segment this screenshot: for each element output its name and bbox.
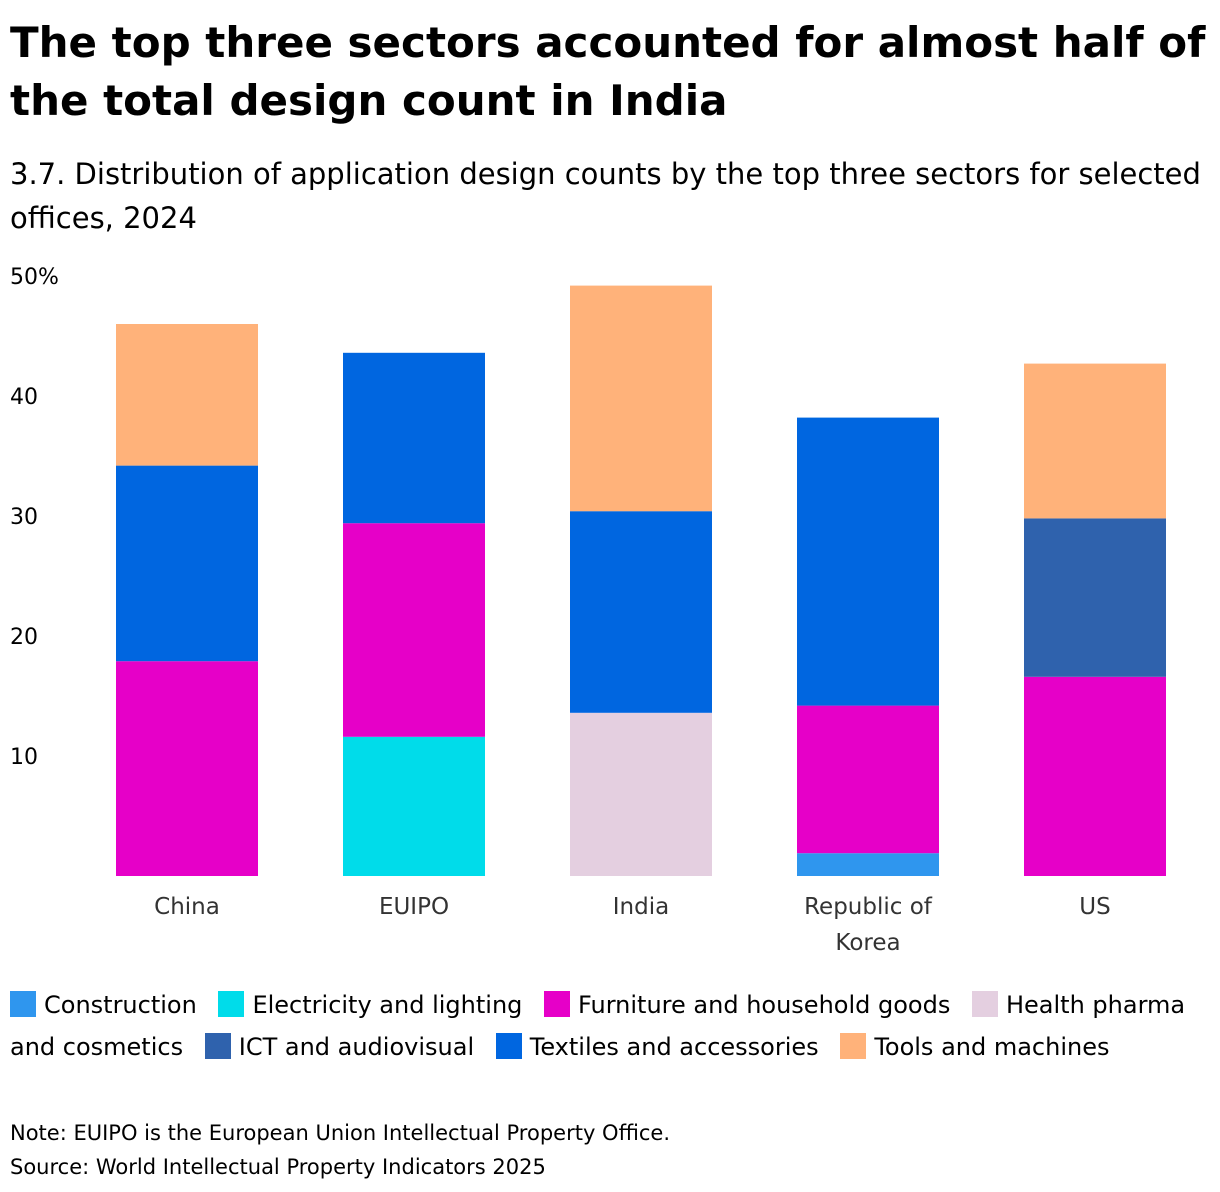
y-tick-label: 30 xyxy=(10,505,38,530)
x-tick-label: US xyxy=(1079,894,1110,920)
bar-segment xyxy=(343,736,485,876)
legend-item: Textiles and accessories xyxy=(495,1033,819,1061)
legend-item: Furniture and household goods xyxy=(544,991,950,1019)
x-tick-label: China xyxy=(154,894,220,920)
legend-swatch xyxy=(218,991,245,1017)
legend-label: ICT and audiovisual xyxy=(238,1033,475,1061)
stacked-bar-chart: 10 20 30 40 50% China EUIPO India Republic of Kor… xyxy=(10,265,1166,956)
chart-subtitle: 3.7. Distribution of application design … xyxy=(10,157,1201,235)
legend: Construction Electricity and lighting Fu… xyxy=(10,984,1215,1068)
legend-item: Construction xyxy=(10,991,197,1019)
legend-swatch xyxy=(495,1033,522,1059)
bar-segment xyxy=(570,511,712,713)
bar-segment xyxy=(116,324,258,466)
legend-item: Electricity and lighting xyxy=(218,991,522,1019)
bar-stack-china xyxy=(116,324,258,876)
legend-swatch xyxy=(840,1033,867,1059)
bar-segment xyxy=(570,712,712,876)
bar-stack-republic-of-korea xyxy=(797,417,939,876)
source-text: Source: World Intellectual Property Indi… xyxy=(10,1155,546,1179)
legend-label: Furniture and household goods xyxy=(578,991,951,1019)
bar-segment xyxy=(343,352,485,524)
legend-item: ICT and audiovisual xyxy=(204,1033,475,1061)
x-tick-label: Korea xyxy=(835,930,900,956)
legend-label: Textiles and accessories xyxy=(529,1033,819,1061)
legend-item: Health pharma and cosmetics xyxy=(10,991,1185,1061)
bar-segment xyxy=(343,523,485,737)
chart-title: The top three sectors accounted for almo… xyxy=(10,18,1206,125)
legend-label: Tools and machines xyxy=(874,1033,1110,1061)
bar-segment xyxy=(797,853,939,876)
y-tick-label: 50% xyxy=(10,265,59,290)
bar-segment xyxy=(116,465,258,662)
bar-stack-india xyxy=(570,285,712,876)
x-tick-label: EUIPO xyxy=(379,894,449,920)
bar-segment xyxy=(1024,518,1166,677)
bar-segment xyxy=(570,285,712,512)
bar-segment xyxy=(1024,363,1166,519)
bar-segment xyxy=(1024,676,1166,876)
x-tick-label: Republic of xyxy=(804,894,933,920)
legend-label: Health pharma and cosmetics xyxy=(10,991,1186,1061)
y-tick-label: 20 xyxy=(10,625,38,650)
legend-item: Tools and machines xyxy=(840,1033,1109,1061)
bar-segment xyxy=(797,417,939,706)
bar-segment xyxy=(116,661,258,876)
legend-swatch xyxy=(10,991,36,1017)
bar-stack-euipo xyxy=(343,352,485,876)
legend-label: Electricity and lighting xyxy=(252,991,523,1019)
note-text: Note: EUIPO is the European Union Intell… xyxy=(10,1121,671,1145)
legend-label: Construction xyxy=(44,991,197,1019)
bar-segment xyxy=(797,705,939,854)
legend-swatch xyxy=(204,1033,231,1059)
notes: Note: EUIPO is the European Union Intell… xyxy=(10,1116,670,1184)
bar-stack-us xyxy=(1024,363,1166,876)
y-tick-label: 40 xyxy=(10,385,38,410)
y-tick-label: 10 xyxy=(10,745,38,770)
legend-swatch xyxy=(544,991,571,1017)
legend-swatch xyxy=(971,991,998,1017)
x-tick-label: India xyxy=(613,894,669,920)
